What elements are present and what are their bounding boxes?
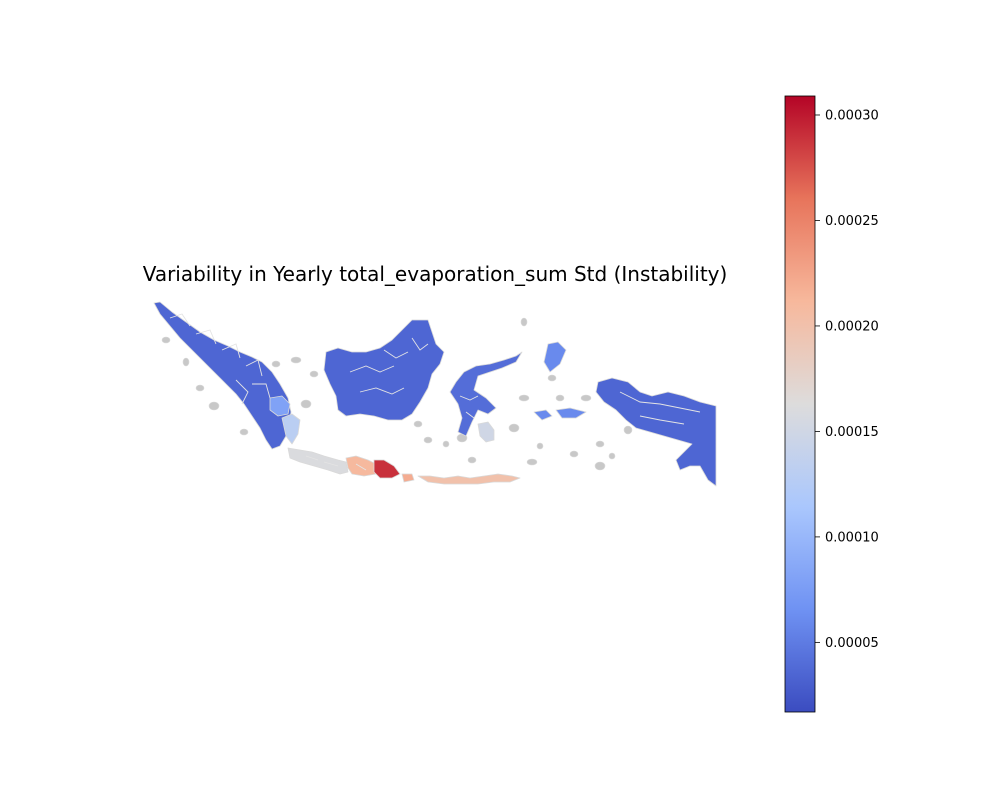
map-region-sulawesi — [449, 351, 523, 437]
minor-island-no-data — [536, 442, 544, 450]
regency-boundary — [305, 455, 367, 471]
map-region-bangka-belitung — [269, 395, 291, 417]
regency-boundary — [459, 395, 479, 419]
colorbar-frame — [784, 95, 816, 713]
map-region-java — [287, 447, 349, 475]
regency-boundary — [169, 313, 241, 359]
minor-island-no-data — [423, 436, 433, 444]
minor-island-no-data — [508, 423, 520, 433]
colorbar-tick-label: 0.00025 — [825, 214, 879, 229]
map-region-southeast-sulawesi — [477, 421, 495, 443]
colorbar-tick-label: 0.00020 — [825, 319, 879, 334]
minor-island-no-data — [208, 401, 220, 411]
minor-island-no-data — [580, 394, 592, 402]
map-region-sumatra — [153, 301, 292, 450]
map-region-maluku — [533, 341, 587, 421]
regency-boundary — [619, 391, 701, 425]
regency-boundary — [349, 365, 405, 395]
minor-island-no-data — [555, 394, 565, 402]
minor-island-no-data — [569, 450, 579, 458]
colorbar-tick-label: 0.00015 — [825, 425, 879, 440]
map-region-east-java — [373, 459, 401, 479]
map-region-papua — [595, 377, 717, 487]
minor-island-no-data — [467, 456, 477, 464]
colorbar-gradient — [785, 96, 815, 712]
minor-island-no-data — [623, 425, 633, 435]
colorbar: 0.00005 0.00010 0.00015 0.00020 0.00025 0.000… — [784, 95, 879, 713]
minor-island-no-data — [309, 370, 319, 378]
minor-island-no-data — [595, 440, 605, 448]
map-title: Variability in Yearly total_evaporation_… — [143, 262, 728, 286]
regency-boundary — [235, 359, 271, 405]
minor-island-no-data — [526, 458, 538, 466]
regency-boundary — [383, 337, 429, 359]
minor-island-no-data — [290, 356, 302, 364]
colorbar-ticks: 0.00005 0.00010 0.00015 0.00020 0.00025 0.000… — [815, 108, 879, 651]
indonesia-map — [153, 301, 717, 487]
minor-island-no-data — [413, 420, 423, 428]
minor-island-no-data — [239, 428, 249, 436]
minor-island-no-data — [300, 399, 312, 409]
colorbar-tick-label: 0.00030 — [825, 108, 879, 123]
minor-island-no-data — [161, 336, 171, 344]
minor-island-no-data — [547, 374, 557, 382]
minor-island-no-data — [594, 461, 606, 471]
map-region-lesser-sunda-islands — [417, 473, 521, 485]
map-region-bali — [401, 473, 415, 483]
map-region-lampung — [281, 413, 301, 445]
minor-island-no-data — [608, 452, 616, 460]
minor-island-no-data — [520, 317, 528, 327]
colorbar-tick-label: 0.00010 — [825, 530, 879, 545]
minor-island-no-data — [195, 384, 205, 392]
map-region-central-java — [345, 455, 377, 477]
minor-island-no-data — [442, 440, 450, 448]
colorbar-tick-label: 0.00005 — [825, 636, 879, 651]
minor-island-no-data — [182, 357, 190, 367]
minor-island-no-data — [271, 360, 281, 368]
minor-island-no-data — [518, 394, 530, 402]
